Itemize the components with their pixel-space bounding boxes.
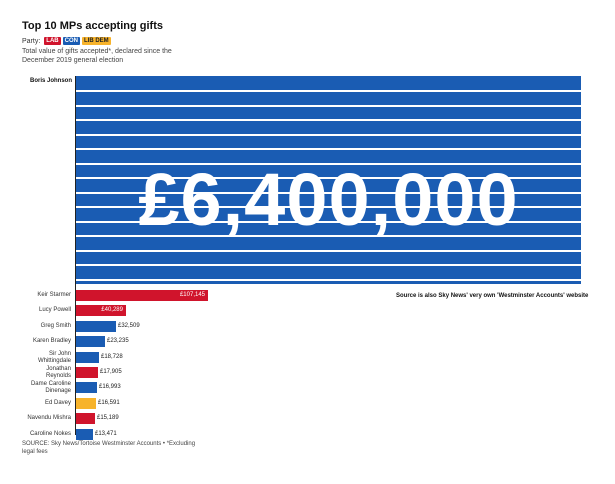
bar-stripe — [76, 134, 581, 136]
bar-stripe — [76, 235, 581, 237]
bar-label-ed-davey: Ed Davey — [44, 400, 71, 406]
bar-label-boris-johnson: Boris Johnson — [29, 78, 72, 84]
bar-boris-johnson: £6,400,000 — [76, 76, 581, 284]
bar-value-jonathan-reynolds: £17,905 — [100, 369, 122, 375]
bar-stripe — [76, 90, 581, 92]
legend-badge-lab: LAB — [44, 37, 61, 45]
bar-stripe — [76, 279, 581, 281]
chart-subtitle: Total value of gifts accepted*, declared… — [22, 48, 172, 64]
party-legend: Party: LAB CON LIB DEM — [22, 37, 111, 45]
bar-sir-john-whittingdale — [76, 352, 99, 363]
bar-value-keir-starmer: £107,145 — [179, 292, 205, 298]
bar-label-navendu-mishra: Navendu Mishra — [27, 415, 71, 421]
bar-jonathan-reynolds — [76, 367, 98, 378]
bar-stripe — [76, 221, 581, 223]
bar-dame-caroline-dinenage — [76, 382, 97, 393]
source-note: Source is also Sky News' very own 'Westm… — [396, 293, 589, 299]
bar-stripe — [76, 206, 581, 208]
bar-stripe — [76, 148, 581, 150]
bar-label-sir-john-whittingdale: Sir John Whittingdale — [37, 350, 71, 364]
bar-value-greg-smith: £32,509 — [118, 323, 140, 329]
bar-stripe — [76, 105, 581, 107]
bar-label-caroline-nokes: Caroline Nokes — [29, 431, 71, 437]
bar-stripe — [76, 119, 581, 121]
bar-greg-smith — [76, 321, 116, 332]
bar-stripe — [76, 250, 581, 252]
bar-stripe — [76, 163, 581, 165]
bar-ed-davey — [76, 398, 96, 409]
bar-value-ed-davey: £16,591 — [98, 400, 120, 406]
bar-stripe — [76, 177, 581, 179]
legend-badge-libdem: LIB DEM — [81, 37, 111, 45]
bar-value-boris-johnson: £6,400,000 — [138, 158, 519, 241]
chart-title: Top 10 MPs accepting gifts — [22, 20, 163, 32]
bar-caroline-nokes — [76, 429, 93, 440]
chart-footer: SOURCE: Sky News/Tortoise Westminster Ac… — [22, 441, 196, 455]
bar-label-jonathan-reynolds: Jonathan Reynolds — [45, 365, 71, 379]
bar-lucy-powell — [76, 305, 126, 316]
bar-value-navendu-mishra: £15,189 — [97, 415, 119, 421]
bar-value-dame-caroline-dinenage: £16,993 — [99, 384, 121, 390]
bar-value-sir-john-whittingdale: £18,728 — [101, 354, 123, 360]
bar-label-lucy-powell: Lucy Powell — [38, 307, 71, 313]
bar-value-lucy-powell: £40,289 — [101, 307, 123, 313]
legend-badge-con: CON — [62, 37, 80, 45]
bar-stripe — [76, 192, 581, 194]
bar-label-karen-bradley: Karen Bradley — [32, 338, 71, 344]
bar-value-caroline-nokes: £13,471 — [95, 431, 117, 437]
party-legend-label: Party: — [22, 37, 41, 45]
bar-label-greg-smith: Greg Smith — [40, 323, 71, 329]
bar-navendu-mishra — [76, 413, 95, 424]
bar-label-keir-starmer: Keir Starmer — [37, 292, 71, 298]
chart-axis-line — [75, 76, 76, 435]
bar-stripe — [76, 264, 581, 266]
bar-label-dame-caroline-dinenage: Dame Caroline Dinenage — [30, 380, 71, 394]
bar-keir-starmer — [76, 290, 208, 301]
bar-value-karen-bradley: £23,235 — [107, 338, 129, 344]
bar-karen-bradley — [76, 336, 105, 347]
